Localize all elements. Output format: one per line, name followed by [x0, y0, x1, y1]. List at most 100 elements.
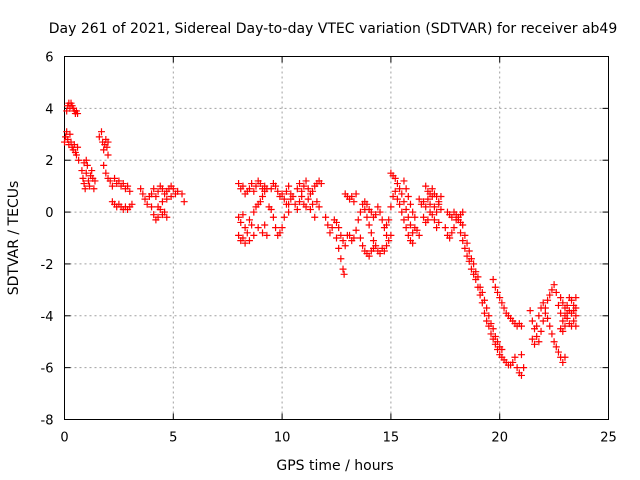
data-point — [141, 195, 149, 203]
data-point — [333, 218, 340, 226]
data-point — [104, 138, 112, 146]
data-point — [280, 195, 288, 203]
data-point — [337, 255, 345, 263]
data-point — [404, 213, 412, 221]
data-point — [137, 185, 145, 193]
data-point — [380, 247, 388, 255]
data-point — [80, 180, 88, 188]
data-point — [561, 353, 569, 361]
data-point — [163, 195, 171, 203]
data-point — [526, 307, 534, 315]
data-point — [239, 211, 247, 219]
data-point — [559, 358, 567, 366]
y-tick-label: 2 — [45, 154, 53, 169]
data-point — [415, 231, 423, 239]
data-point — [339, 265, 347, 273]
data-point — [422, 203, 430, 211]
data-point — [248, 221, 256, 229]
data-point — [533, 333, 541, 341]
data-point — [448, 213, 456, 221]
x-tick-label: 10 — [274, 431, 291, 446]
data-point — [420, 213, 428, 221]
data-point — [302, 177, 310, 185]
data-point — [400, 198, 408, 206]
data-point — [340, 270, 348, 278]
data-point — [317, 180, 325, 188]
data-point — [169, 185, 177, 193]
data-point — [150, 185, 158, 193]
plot-frame — [64, 56, 609, 420]
data-point — [557, 309, 565, 317]
data-point — [491, 283, 499, 291]
data-point — [561, 322, 569, 330]
data-point — [245, 185, 253, 193]
data-point — [154, 203, 162, 211]
data-point — [259, 229, 267, 237]
data-point — [517, 322, 525, 330]
data-point — [544, 314, 552, 322]
data-point — [554, 348, 562, 356]
y-axis-label: SDTVAR / TECUs — [6, 181, 22, 296]
x-tick-label: 15 — [383, 431, 400, 446]
data-point — [494, 338, 502, 346]
x-tick-label: 0 — [60, 431, 68, 446]
data-point — [108, 182, 116, 190]
data-point — [393, 180, 401, 188]
data-point — [309, 200, 317, 208]
data-point — [435, 218, 443, 226]
data-point — [293, 185, 301, 193]
data-point — [365, 252, 373, 260]
data-point — [459, 221, 467, 229]
data-point — [241, 239, 249, 247]
data-point — [285, 182, 293, 190]
data-point — [81, 185, 89, 193]
data-point — [446, 234, 454, 242]
data-point — [537, 327, 545, 335]
data-point — [346, 231, 354, 239]
data-point — [428, 185, 436, 193]
data-point — [548, 330, 556, 338]
data-point — [363, 213, 371, 221]
data-point — [296, 198, 304, 206]
data-point — [552, 288, 560, 296]
data-point — [350, 198, 358, 206]
data-point — [304, 195, 312, 203]
data-point — [367, 208, 375, 216]
data-point — [152, 193, 160, 201]
data-point — [483, 317, 491, 325]
data-point — [339, 237, 347, 245]
data-point — [487, 330, 495, 338]
data-point — [494, 288, 502, 296]
data-point — [424, 195, 432, 203]
data-point — [391, 187, 399, 195]
data-point — [250, 208, 258, 216]
data-point — [74, 143, 82, 151]
data-point — [335, 244, 343, 252]
data-point — [106, 177, 114, 185]
y-tick-label: 4 — [45, 102, 53, 117]
data-point — [100, 161, 108, 169]
data-point — [457, 229, 465, 237]
data-point — [378, 216, 386, 224]
grid — [64, 56, 609, 420]
data-point — [272, 182, 280, 190]
data-point — [491, 333, 499, 341]
data-point — [480, 296, 488, 304]
data-point — [322, 213, 330, 221]
x-tick-label: 20 — [491, 431, 508, 446]
data-point — [304, 185, 312, 193]
y-tick-label: -8 — [41, 414, 54, 429]
data-point — [241, 224, 249, 232]
data-point — [102, 169, 110, 177]
data-point — [154, 187, 162, 195]
data-point — [572, 294, 580, 302]
data-point — [413, 226, 421, 234]
data-point — [376, 250, 384, 258]
data-point — [467, 255, 475, 263]
data-point — [84, 177, 92, 185]
data-point — [333, 234, 340, 242]
data-point — [256, 180, 264, 188]
data-point — [387, 203, 395, 211]
data-point — [328, 224, 336, 232]
data-point — [406, 221, 414, 229]
